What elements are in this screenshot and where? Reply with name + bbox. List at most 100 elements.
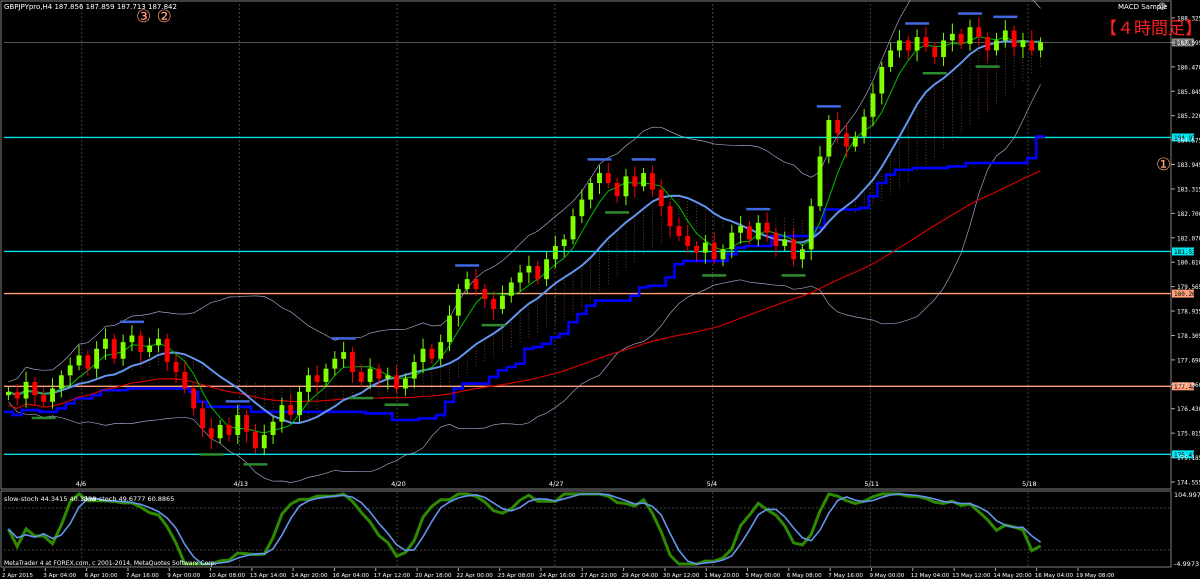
price-tick-label: 175.185: [1177, 455, 1200, 462]
price-tick-label: 182.700: [1177, 211, 1200, 218]
time-tick-label: 5 May 00:00: [746, 573, 781, 579]
time-tick-label: 3 Apr 04:00: [43, 573, 76, 579]
candle-bull: [949, 33, 955, 41]
date-markers: 4/6 4/13 4/20 4/27 5/4 5/11 5/18: [76, 480, 1037, 488]
swing-high-marker: [746, 207, 771, 211]
date-marker-label: 4/20: [391, 480, 406, 488]
candle-bear: [658, 189, 664, 207]
candle-bull: [826, 120, 832, 157]
swing-low-marker: [702, 274, 727, 277]
ma-mid-blue: [8, 39, 1041, 425]
candle-bull: [270, 421, 276, 435]
candle-bull: [579, 199, 585, 217]
candle-bear: [932, 47, 938, 58]
horizontal-levels: [4, 42, 1171, 456]
candle-bull: [147, 345, 152, 353]
candle-bear: [41, 395, 47, 402]
price-tick-label: 178.305: [1177, 333, 1200, 340]
stoch-signal-line: [7, 493, 1042, 565]
candle-bear: [191, 388, 197, 409]
time-tick-label: 24 Apr 16:00: [539, 573, 576, 579]
time-tick-label: 6 May 08:00: [787, 573, 822, 579]
time-tick-label: 12 May 04:00: [911, 573, 950, 579]
candle-bear: [138, 335, 144, 353]
swing-low-marker: [605, 211, 630, 214]
swing-low-marker: [199, 453, 224, 456]
candle-bear: [747, 226, 752, 240]
price-axis: 184.974 181.536 175.416 180.264 177.467 187.8…: [1171, 16, 1200, 487]
candle-bear: [605, 173, 611, 184]
candle-bull: [967, 27, 973, 44]
swing-low-marker: [975, 65, 1000, 68]
stoch-label: slow-stoch 44.3415 40.1338: [4, 495, 96, 503]
price-tick-label: 187.095: [1177, 40, 1200, 47]
price-tick-label: 182.070: [1177, 235, 1200, 242]
candle-bull: [808, 206, 814, 250]
candles: [5, 16, 1044, 456]
candle-bull: [76, 355, 82, 366]
swing-high-marker: [631, 158, 656, 161]
candle-bear: [1011, 30, 1017, 48]
candle-bear: [200, 408, 205, 429]
stoch-label-2: slow-stoch 49.6777 60.8865: [82, 495, 174, 503]
candle-bull: [1038, 42, 1044, 51]
candle-bull: [888, 50, 894, 67]
price-level-label: 180.264: [1174, 291, 1200, 298]
candle-bull: [720, 249, 726, 260]
candle-bull: [455, 289, 461, 316]
time-tick-label: 22 Apr 00:00: [456, 573, 493, 579]
candle-bear: [685, 236, 691, 246]
price-tick-label: 177.060: [1177, 382, 1200, 389]
price-level-tag: [1172, 450, 1194, 459]
candle-bull: [702, 242, 708, 253]
candle-bull: [341, 352, 347, 359]
candle-bear: [429, 348, 435, 359]
price-level-label: 184.974: [1174, 135, 1200, 142]
candle-bull: [323, 368, 329, 382]
date-marker-label: 4/6: [76, 480, 86, 488]
stoch-axis-min: -4.9973: [1174, 560, 1199, 568]
stoch-axis-max: 104.9973: [1174, 491, 1200, 499]
candle-bull: [500, 295, 505, 309]
price-level-tag: [1172, 133, 1194, 142]
time-tick-label: 7 Apr 16:00: [126, 573, 159, 579]
candle-bull: [508, 282, 514, 296]
candle-bear: [976, 27, 982, 38]
candle-bear: [376, 368, 382, 379]
candle-bull: [58, 375, 64, 389]
price-tick-label: 185.845: [1177, 89, 1200, 96]
candle-bull: [1020, 40, 1026, 48]
time-tick-label: 14 May 20:00: [993, 573, 1032, 579]
candle-bull: [297, 391, 302, 416]
candle-bear: [14, 391, 20, 399]
swing-high-marker: [331, 337, 356, 340]
swing-high-marker: [225, 400, 250, 403]
price-tick-label: 180.810: [1177, 260, 1200, 267]
time-tick-label: 2 Apr 2015: [2, 573, 33, 579]
swing-low-marker: [781, 274, 806, 277]
candle-bear: [164, 338, 170, 363]
date-marker-label: 5/4: [707, 480, 717, 488]
time-tick-label: 30 Apr 12:00: [663, 573, 700, 579]
price-tick-label: 185.220: [1177, 113, 1200, 120]
candle-bear: [764, 222, 770, 233]
price-tick-label: 183.945: [1177, 162, 1200, 169]
candle-bull: [994, 40, 999, 51]
candle-bear: [358, 371, 364, 382]
candle-bull: [155, 338, 161, 346]
candle-bull: [799, 249, 805, 260]
annotation-one: ①: [1156, 155, 1171, 175]
time-tick-label: 1 May 20:00: [704, 573, 739, 579]
time-tick-label: 13 May 12:00: [952, 573, 991, 579]
moving-averages: [4, 0, 1045, 483]
candle-bear: [614, 183, 620, 197]
price-tick-label: 183.315: [1177, 186, 1200, 193]
price-level-tag: [1172, 289, 1194, 298]
price-tick-label: 176.430: [1177, 406, 1200, 413]
ea-label: MACD Sample: [1118, 3, 1167, 11]
candle-bear: [711, 242, 717, 260]
candle-bull: [235, 415, 241, 435]
candle-bear: [535, 265, 541, 280]
annotation-three-two: ③ ②: [136, 7, 172, 27]
